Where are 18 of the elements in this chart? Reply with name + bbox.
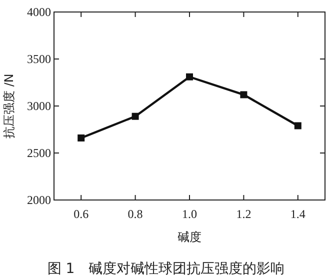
y-tick-label: 2500 — [27, 146, 51, 160]
y-axis-title: 抗压强度 /N — [2, 74, 16, 138]
y-tick-label: 3500 — [27, 52, 51, 66]
point — [240, 91, 248, 98]
point — [78, 134, 85, 142]
x-tick-label: 0.8 — [128, 207, 143, 221]
y-tick-label: 3000 — [27, 99, 51, 113]
x-tick-label: 1.4 — [290, 207, 306, 221]
x-tick-label: 1.0 — [182, 207, 197, 221]
x-tick-label: 0.6 — [74, 207, 89, 221]
y-tick-label: 4000 — [27, 5, 51, 19]
x-tick-label: 1.2 — [236, 207, 252, 221]
y-tick-label: 2000 — [27, 193, 51, 207]
point — [132, 112, 139, 120]
x-axis-title: 碱度 — [178, 230, 202, 244]
point — [186, 73, 193, 80]
text: 图 1 碱度对碱性球团抗压强度的影响 — [47, 261, 285, 277]
point — [294, 122, 302, 130]
